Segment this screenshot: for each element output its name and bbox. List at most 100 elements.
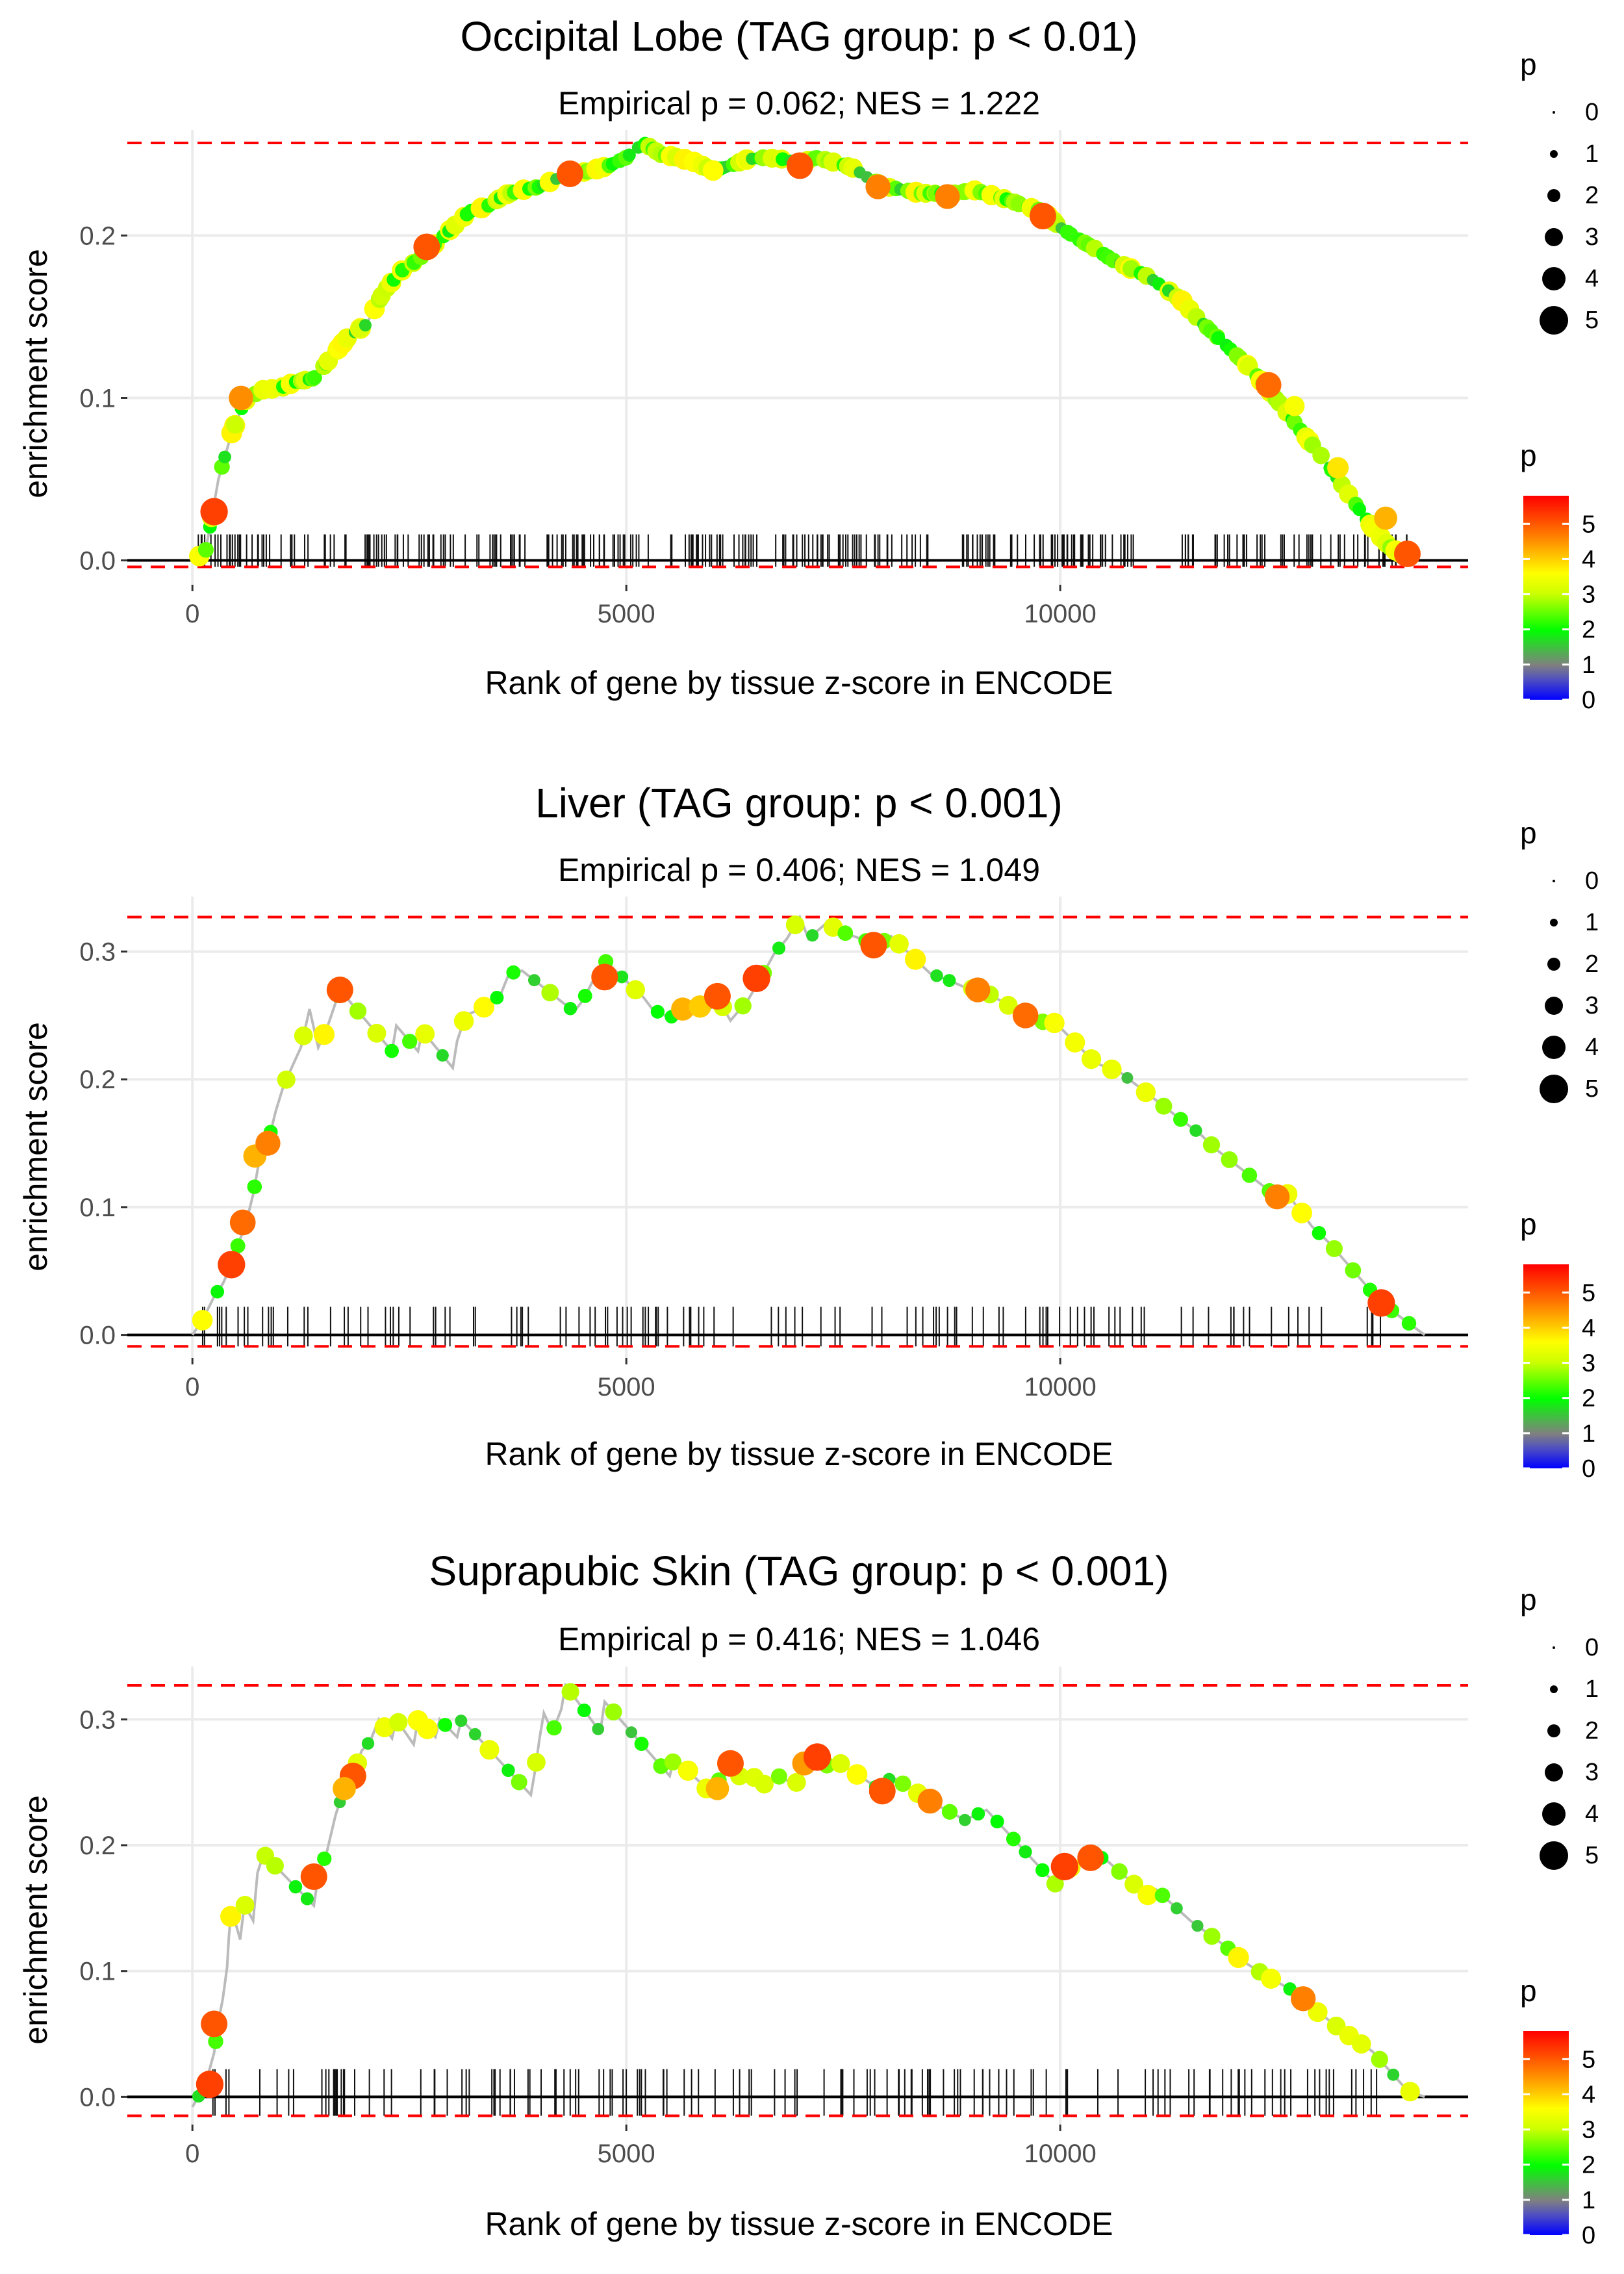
panel-2-point xyxy=(806,929,819,942)
panel-2-point xyxy=(772,941,786,955)
legend-1-size-label-4: 4 xyxy=(1585,265,1599,292)
panel-3-xtick-label-0: 0 xyxy=(185,2140,199,2168)
legend-1-size-label-5: 5 xyxy=(1585,307,1599,334)
panel-2-point xyxy=(998,995,1018,1015)
panel-1-highlight-point-1 xyxy=(229,385,253,411)
panel-3-point xyxy=(1124,1874,1144,1894)
panel-2-point xyxy=(385,1043,399,1058)
panel-1-xtick-label-1: 5000 xyxy=(598,600,655,628)
panel-2-point xyxy=(277,1070,296,1089)
panel-3-rug xyxy=(212,2069,1378,2116)
panel-2-point xyxy=(294,1026,313,1045)
legend-group-2: p 0 1 2 3 4 5 p 0 1 2 3 4 5 xyxy=(1520,816,1599,1483)
legend-2-size-dot-1 xyxy=(1550,919,1558,926)
panel-3-point xyxy=(501,1763,515,1777)
panel-suprapubic-skin: Suprapubic Skin (TAG group: p < 0.001) E… xyxy=(18,1548,1468,2242)
panel-3-point xyxy=(561,1683,579,1701)
panel-3-point xyxy=(1137,1884,1158,1906)
legend-3-color-label-4: 4 xyxy=(1582,2081,1595,2108)
panel-2-point xyxy=(490,991,504,1004)
panel-1-ytick-label-1: 0.1 xyxy=(79,385,116,413)
legend-1-size-label-0: 0 xyxy=(1585,99,1599,126)
legend-3-size-label-4: 4 xyxy=(1585,1800,1599,1828)
panel-2-highlight-point-4 xyxy=(326,977,353,1004)
panel-2-point xyxy=(1345,1262,1362,1279)
panel-2-rug xyxy=(201,1307,1382,1347)
panel-3-title: Suprapubic Skin (TAG group: p < 0.001) xyxy=(429,1548,1169,1594)
panel-2-xtick-label-0: 0 xyxy=(185,1373,199,1401)
panel-2-point xyxy=(1401,1316,1417,1331)
panel-2-highlight-point-13 xyxy=(1264,1184,1290,1210)
panel-2-point xyxy=(247,1179,262,1194)
panel-1-highlight-point-8 xyxy=(1029,203,1056,229)
panel-1-highlight-point-2 xyxy=(413,233,440,261)
panel-3-point xyxy=(389,1713,408,1732)
legend-1-color-label-1: 1 xyxy=(1582,652,1595,679)
panel-3-point xyxy=(1308,2002,1328,2023)
legend-3-color-label-3: 3 xyxy=(1582,2117,1595,2144)
panel-3-point xyxy=(1154,1887,1171,1904)
panel-3-point xyxy=(831,1754,850,1773)
panel-2-point xyxy=(1065,1032,1085,1053)
legend-2-size-label-3: 3 xyxy=(1585,992,1599,1019)
panel-3-point xyxy=(592,1722,605,1735)
panel-3-highlight-point-9 xyxy=(869,1778,896,1805)
panel-3-point xyxy=(958,1813,971,1826)
legend-1-size-label-1: 1 xyxy=(1585,140,1599,168)
panel-2-points xyxy=(192,915,1417,1331)
legend-3-colorbar xyxy=(1523,2031,1569,2235)
legend-1-size-dot-3 xyxy=(1545,228,1563,246)
panel-1-xlabel: Rank of gene by tissue z-score in ENCODE xyxy=(485,665,1113,701)
legend-2-color-label-3: 3 xyxy=(1582,1350,1595,1377)
panel-2-point xyxy=(1121,1072,1134,1084)
panel-3-point xyxy=(468,1728,481,1741)
panel-3-point xyxy=(479,1740,500,1760)
panel-2-es-curve xyxy=(191,914,1426,1336)
panel-occipital-lobe: Occipital Lobe (TAG group: p < 0.01) Emp… xyxy=(18,13,1468,701)
panel-2-xlabel: Rank of gene by tissue z-score in ENCODE xyxy=(485,1436,1113,1472)
panel-1-point xyxy=(1352,502,1367,517)
panel-3-point xyxy=(1400,2082,1420,2102)
panel-1-plot-area: 0.0 0.1 0.2 0 5000 10000 xyxy=(79,130,1468,628)
panel-2-highlight-point-9 xyxy=(742,964,770,993)
legend-3-color-label-5: 5 xyxy=(1582,2046,1595,2073)
panel-2-point xyxy=(1202,1136,1221,1154)
panel-2-point xyxy=(1221,1151,1238,1168)
legend-1-size-title: p xyxy=(1520,47,1537,81)
panel-3-highlight-point-2 xyxy=(300,1863,327,1890)
legend-2-size-label-0: 0 xyxy=(1585,867,1599,895)
panel-3-points xyxy=(192,1683,1420,2103)
panel-3-point xyxy=(605,1703,622,1720)
panel-2-title: Liver (TAG group: p < 0.001) xyxy=(535,780,1063,826)
panel-2-point xyxy=(615,970,629,984)
legend-2-size-label-5: 5 xyxy=(1585,1075,1599,1103)
legend-2-colorbar xyxy=(1523,1264,1569,1468)
panel-1-highlight-point-9 xyxy=(1255,372,1282,398)
panel-2-ytick-label-3: 0.3 xyxy=(79,938,116,967)
panel-2-point xyxy=(1291,1203,1312,1223)
panel-3-point xyxy=(971,1807,985,1820)
panel-3-ytick-label-0: 0.0 xyxy=(79,2083,116,2112)
panel-3-ytick-label-2: 0.2 xyxy=(79,1832,116,1860)
panel-3-point xyxy=(1191,1919,1204,1932)
panel-2-point xyxy=(1102,1059,1122,1080)
panel-2-highlight-point-11 xyxy=(965,977,991,1003)
panel-1-ylabel: enrichment score xyxy=(18,249,54,498)
panel-3-ylabel: enrichment score xyxy=(18,1795,54,2045)
legend-3-size-dot-1 xyxy=(1550,1685,1558,1693)
panel-1-highlight-point-4 xyxy=(702,160,724,181)
panel-3-point xyxy=(990,1815,1004,1829)
legend-2-size-dot-4 xyxy=(1542,1036,1566,1059)
panel-2-point xyxy=(1241,1168,1258,1183)
panel-2-point xyxy=(734,997,752,1015)
panel-2-point xyxy=(563,1002,577,1016)
panel-3-xlabel: Rank of gene by tissue z-score in ENCODE xyxy=(485,2206,1113,2242)
panel-3-point xyxy=(511,1774,527,1791)
legend-3-color-label-0: 0 xyxy=(1582,2222,1595,2249)
panel-3-point xyxy=(634,1737,649,1751)
legend-1-size-label-2: 2 xyxy=(1585,182,1599,209)
panel-3-point xyxy=(317,1851,332,1866)
panel-1-highlight-point-0 xyxy=(200,498,228,526)
panel-2-point xyxy=(1173,1112,1188,1127)
panel-3-point xyxy=(1228,1947,1249,1969)
